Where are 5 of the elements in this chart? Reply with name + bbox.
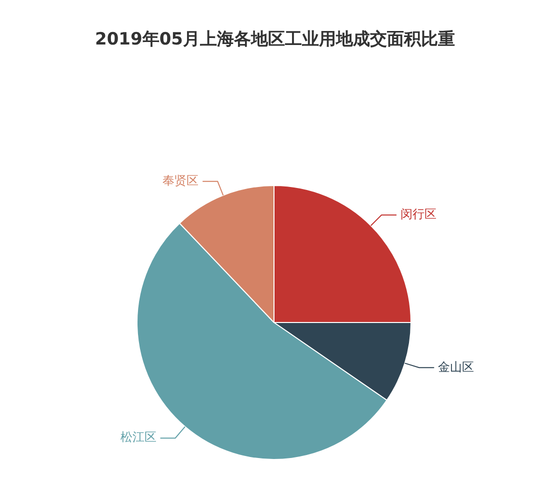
slice-label: 闵行区 xyxy=(400,207,436,222)
chart-title: 2019年05月上海各地区工业用地成交面积比重 xyxy=(95,29,455,50)
slice-label: 奉贤区 xyxy=(162,173,199,188)
slice-label: 金山区 xyxy=(438,360,474,374)
slice-label: 松江区 xyxy=(120,430,156,444)
